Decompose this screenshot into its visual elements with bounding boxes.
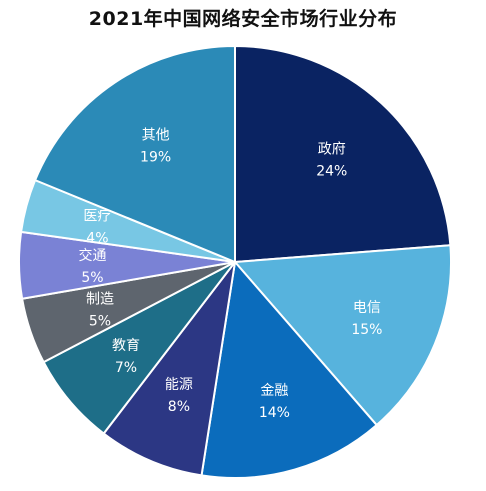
pie-slice [102, 261, 236, 477]
slice-category-label: 政府 [318, 141, 346, 157]
slice-percent-label: 24% [316, 163, 347, 179]
slice-percent-label: 5% [81, 270, 103, 286]
slice-percent-label: 8% [168, 399, 190, 415]
pie-slice [34, 45, 236, 263]
slice-category-label: 能源 [165, 377, 193, 393]
slice-category-label: 制造 [86, 292, 114, 308]
slice-percent-label: 19% [140, 150, 171, 166]
slice-percent-label: 15% [351, 322, 382, 338]
pie-slice [234, 45, 452, 263]
slice-percent-label: 14% [259, 405, 290, 421]
slice-category-label: 医疗 [83, 209, 111, 225]
slice-percent-label: 4% [86, 231, 108, 247]
slice-percent-label: 7% [115, 360, 137, 376]
slice-category-label: 交通 [79, 247, 107, 264]
slice-percent-label: 5% [89, 314, 111, 330]
slice-category-label: 其他 [142, 128, 170, 144]
chart-title: 2021年中国网络安全市场行业分布 [88, 8, 398, 30]
pie-slices [18, 45, 452, 479]
pie-slice [200, 261, 378, 479]
pie-slice [234, 244, 452, 427]
slice-category-label: 教育 [112, 338, 140, 354]
slice-category-label: 金融 [260, 383, 288, 399]
slice-category-label: 电信 [353, 300, 381, 316]
pie-labels: 政府 24% 电信 15% 金融 14% 能源 8% 教育 7% 制造 5% 交通 5% 医疗 4% 其他 19% [79, 128, 383, 421]
